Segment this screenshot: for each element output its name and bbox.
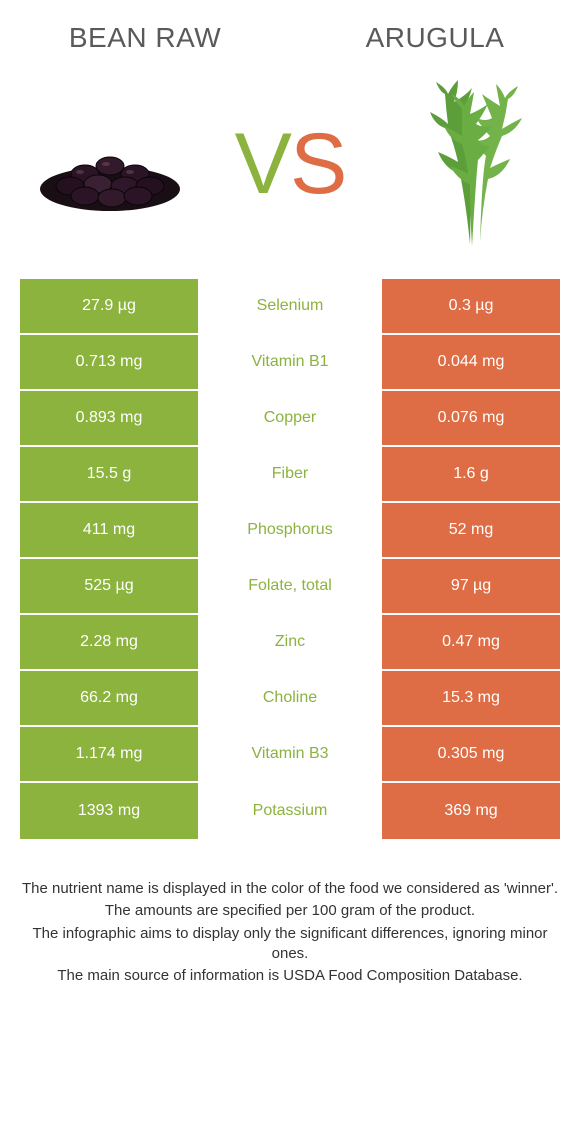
vs-label: VS <box>235 115 346 214</box>
nutrient-row: 1393 mgPotassium369 mg <box>20 783 560 839</box>
right-value: 0.044 mg <box>380 335 560 389</box>
nutrient-label: Selenium <box>200 279 380 333</box>
footer-line: The nutrient name is displayed in the co… <box>20 879 560 899</box>
nutrient-label: Fiber <box>200 447 380 501</box>
right-value: 1.6 g <box>380 447 560 501</box>
beans-icon <box>30 104 190 224</box>
nutrient-row: 0.713 mgVitamin B10.044 mg <box>20 335 560 391</box>
nutrient-row: 1.174 mgVitamin B30.305 mg <box>20 727 560 783</box>
footer-notes: The nutrient name is displayed in the co… <box>20 879 560 986</box>
vs-v: V <box>235 115 290 214</box>
footer-line: The main source of information is USDA F… <box>20 966 560 986</box>
left-value: 0.893 mg <box>20 391 200 445</box>
nutrient-label: Choline <box>200 671 380 725</box>
header: BEAN RAW ARUGULA <box>0 0 580 64</box>
nutrient-label: Potassium <box>200 783 380 839</box>
nutrient-label: Copper <box>200 391 380 445</box>
left-value: 15.5 g <box>20 447 200 501</box>
right-value: 0.47 mg <box>380 615 560 669</box>
left-value: 2.28 mg <box>20 615 200 669</box>
right-value: 0.076 mg <box>380 391 560 445</box>
right-food-title: ARUGULA <box>290 22 580 54</box>
nutrient-row: 0.893 mgCopper0.076 mg <box>20 391 560 447</box>
footer-line: The amounts are specified per 100 gram o… <box>20 901 560 921</box>
nutrient-label: Vitamin B3 <box>200 727 380 781</box>
right-value: 0.3 µg <box>380 279 560 333</box>
right-value: 15.3 mg <box>380 671 560 725</box>
footer-line: The infographic aims to display only the… <box>20 924 560 965</box>
nutrient-row: 27.9 µgSelenium0.3 µg <box>20 279 560 335</box>
right-value: 97 µg <box>380 559 560 613</box>
arugula-icon <box>390 74 550 254</box>
nutrient-label: Folate, total <box>200 559 380 613</box>
nutrient-row: 411 mgPhosphorus52 mg <box>20 503 560 559</box>
left-value: 1393 mg <box>20 783 200 839</box>
right-value: 0.305 mg <box>380 727 560 781</box>
nutrient-label: Zinc <box>200 615 380 669</box>
nutrient-row: 525 µgFolate, total97 µg <box>20 559 560 615</box>
right-food-image <box>390 84 550 244</box>
left-food-image <box>30 84 190 244</box>
hero-row: VS <box>0 64 580 264</box>
left-value: 0.713 mg <box>20 335 200 389</box>
nutrient-row: 2.28 mgZinc0.47 mg <box>20 615 560 671</box>
left-value: 1.174 mg <box>20 727 200 781</box>
left-value: 525 µg <box>20 559 200 613</box>
left-food-title: BEAN RAW <box>0 22 290 54</box>
right-value: 369 mg <box>380 783 560 839</box>
left-value: 27.9 µg <box>20 279 200 333</box>
left-value: 411 mg <box>20 503 200 557</box>
nutrient-row: 66.2 mgCholine15.3 mg <box>20 671 560 727</box>
right-value: 52 mg <box>380 503 560 557</box>
vs-s: S <box>290 115 345 214</box>
nutrient-row: 15.5 gFiber1.6 g <box>20 447 560 503</box>
nutrient-label: Vitamin B1 <box>200 335 380 389</box>
nutrient-label: Phosphorus <box>200 503 380 557</box>
nutrient-table: 27.9 µgSelenium0.3 µg0.713 mgVitamin B10… <box>20 279 560 839</box>
left-value: 66.2 mg <box>20 671 200 725</box>
